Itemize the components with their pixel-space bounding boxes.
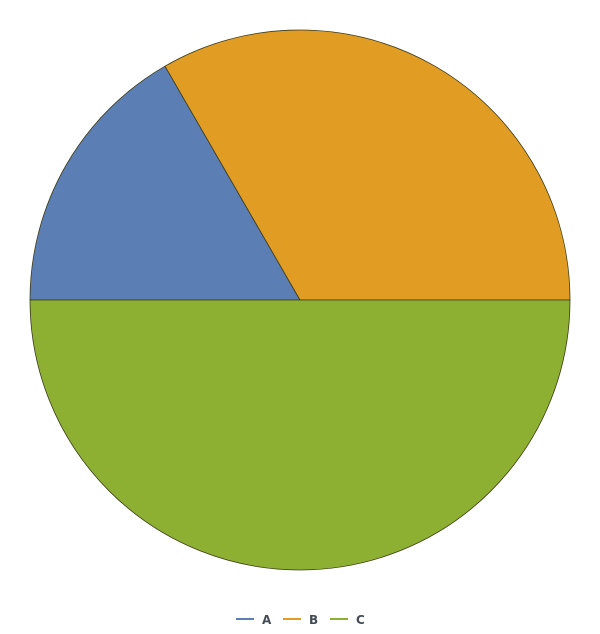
pie-slices — [29, 29, 571, 571]
pie-slice-c[interactable] — [29, 299, 571, 571]
pie-slice-a[interactable] — [29, 65, 301, 301]
legend-item-c[interactable]: C — [330, 613, 365, 627]
pie-slice-b[interactable] — [164, 29, 571, 301]
legend: A B C — [236, 613, 365, 627]
legend-item-a[interactable]: A — [236, 613, 272, 627]
legend-item-b[interactable]: B — [283, 613, 318, 627]
legend-label: B — [309, 613, 318, 627]
legend-label: A — [262, 613, 272, 627]
legend-label: C — [356, 613, 365, 627]
